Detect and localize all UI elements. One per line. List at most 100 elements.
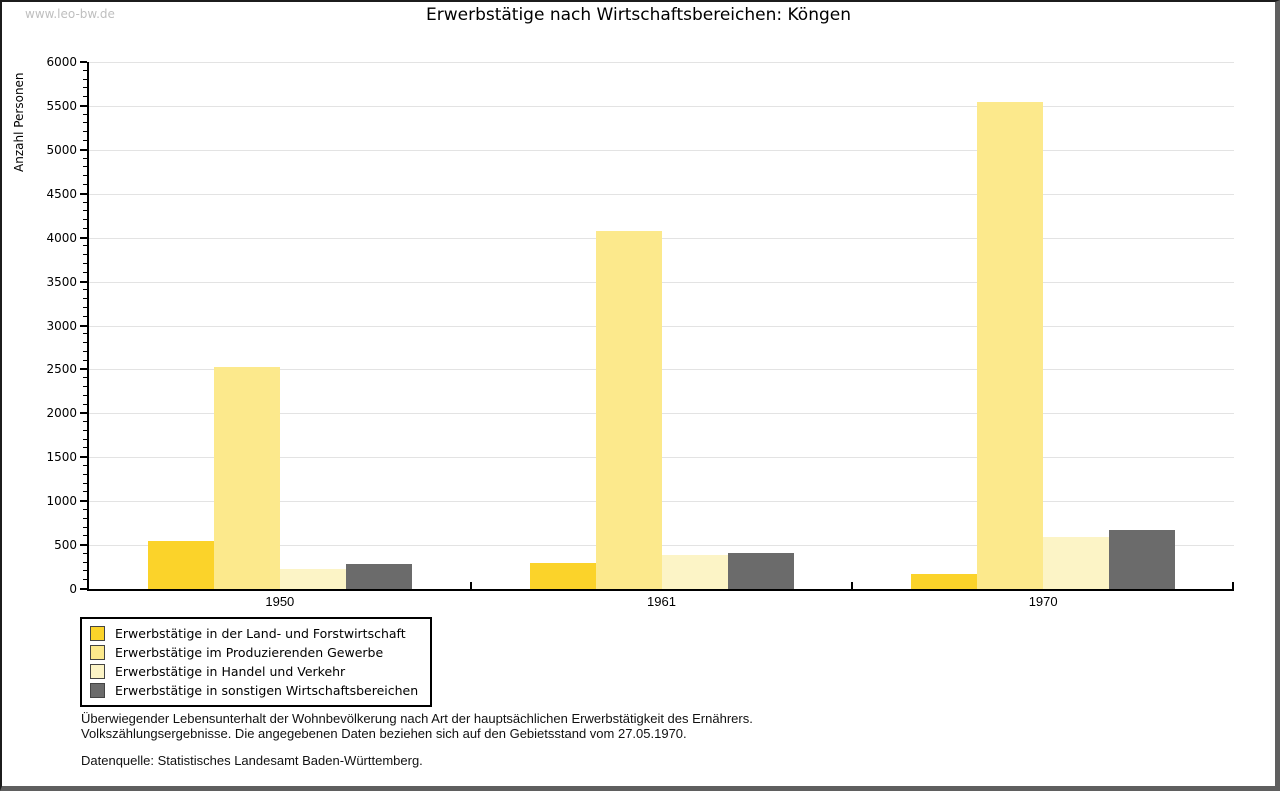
y-axis-minor-tick	[83, 87, 87, 89]
page-title: Erwerbstätige nach Wirtschaftsbereichen:…	[425, 5, 852, 25]
y-axis-minor-tick	[83, 491, 87, 493]
gridline	[89, 62, 1234, 63]
legend-swatch	[90, 664, 105, 679]
y-tick-label: 4000	[46, 230, 77, 245]
y-tick-label: 0	[69, 582, 77, 596]
y-axis-tick	[80, 148, 87, 151]
legend-label: Erwerbstätige im Produzierenden Gewerbe	[115, 645, 384, 660]
gridline	[89, 501, 1234, 503]
bar	[595, 230, 662, 589]
y-axis-minor-tick	[83, 289, 87, 291]
y-axis-minor-tick	[83, 122, 87, 124]
y-axis-tick	[80, 236, 87, 239]
y-axis-tick	[80, 588, 87, 590]
y-tick-label: 2500	[46, 362, 77, 377]
bar	[345, 563, 412, 589]
y-tick-label: 2000	[46, 406, 77, 421]
y-axis-tick	[80, 104, 87, 107]
y-axis-minor-tick	[83, 131, 87, 133]
y-axis-minor-tick	[83, 517, 87, 519]
y-axis-minor-tick	[83, 377, 87, 379]
x-tick-label: 1961	[647, 594, 676, 609]
bar	[661, 554, 728, 589]
watermark: www.leo-bw.de	[25, 7, 115, 21]
y-axis-minor-tick	[83, 465, 87, 467]
legend-label: Erwerbstätige in der Land- und Forstwirt…	[115, 626, 406, 641]
y-axis-tick	[80, 368, 87, 371]
y-axis-tick	[80, 500, 87, 503]
legend-swatch	[90, 645, 105, 660]
bar	[1043, 537, 1110, 589]
y-tick-label: 5000	[46, 142, 77, 157]
x-tick-label: 1970	[1028, 594, 1058, 609]
legend-item: Erwerbstätige im Produzierenden Gewerbe	[90, 643, 418, 662]
y-axis-minor-tick	[83, 429, 87, 431]
y-axis-tick	[80, 61, 87, 63]
y-axis-minor-tick	[83, 254, 87, 256]
y-axis-minor-tick	[83, 263, 87, 265]
y-tick-label: 3500	[46, 274, 77, 289]
y-axis-minor-tick	[83, 210, 87, 212]
y-axis-minor-tick	[83, 447, 87, 449]
gridline	[89, 149, 1234, 151]
gridline	[89, 457, 1234, 459]
y-tick-label: 4500	[46, 186, 77, 201]
y-axis-title: Anzahl Personen	[12, 72, 26, 172]
legend-swatch	[90, 683, 105, 698]
y-tick-label: 6000	[46, 55, 77, 69]
y-axis-minor-tick	[83, 508, 87, 510]
legend-item: Erwerbstätige in Handel und Verkehr	[90, 662, 418, 681]
y-tick-label: 1000	[46, 494, 77, 509]
gridline	[89, 105, 1234, 107]
gridline	[89, 413, 1234, 415]
y-axis-minor-tick	[83, 219, 87, 221]
y-axis-minor-tick	[83, 526, 87, 528]
y-axis-minor-tick	[83, 385, 87, 387]
y-axis-minor-tick	[83, 201, 87, 203]
footnote-line-2: Volkszählungsergebnisse. Die angegebenen…	[81, 725, 687, 741]
y-axis-tick	[80, 456, 87, 459]
y-axis-minor-tick	[83, 157, 87, 159]
y-axis-minor-tick	[83, 140, 87, 142]
y-axis-minor-tick	[83, 78, 87, 80]
y-axis-minor-tick	[83, 245, 87, 247]
legend-item: Erwerbstätige in sonstigen Wirtschaftsbe…	[90, 681, 418, 700]
y-axis-minor-tick	[83, 175, 87, 177]
y-axis-minor-tick	[83, 403, 87, 405]
bar	[911, 574, 978, 589]
legend-label: Erwerbstätige in Handel und Verkehr	[115, 664, 346, 679]
y-axis-minor-tick	[83, 183, 87, 185]
y-axis-minor-tick	[83, 570, 87, 572]
bar	[529, 562, 596, 589]
gridline	[89, 237, 1234, 239]
x-axis-tick	[1232, 582, 1234, 589]
y-axis-minor-tick	[83, 96, 87, 98]
plot-area: 0 500 1000 1500 2000 2500 3000 3500 4000 4500 5000…	[46, 55, 1234, 609]
bar	[213, 366, 280, 589]
data-source: Datenquelle: Statistisches Landesamt Bad…	[81, 753, 423, 768]
y-axis-minor-tick	[83, 579, 87, 581]
y-axis-minor-tick	[83, 561, 87, 563]
y-axis-minor-tick	[83, 166, 87, 168]
legend-swatch	[90, 626, 105, 641]
x-axis-tick	[469, 582, 472, 589]
bar	[147, 540, 214, 589]
legend-label: Erwerbstätige in sonstigen Wirtschaftsbe…	[115, 683, 419, 698]
y-axis-minor-tick	[83, 333, 87, 335]
y-axis-tick	[80, 412, 87, 415]
y-axis-tick	[80, 544, 87, 547]
y-axis-minor-tick	[83, 306, 87, 308]
y-axis-minor-tick	[83, 552, 87, 554]
footnote-line-1: Überwiegender Lebensunterhalt der Wohnbe…	[81, 711, 753, 726]
x-tick-label: 1950	[265, 594, 295, 609]
bar	[1109, 530, 1176, 589]
x-axis-tick	[851, 582, 854, 589]
bar	[279, 568, 346, 589]
y-tick-label: 1500	[46, 450, 77, 465]
y-axis-minor-tick	[83, 271, 87, 273]
gridline	[89, 193, 1234, 195]
y-axis-minor-tick	[83, 359, 87, 361]
y-axis-minor-tick	[83, 482, 87, 484]
y-axis-minor-tick	[83, 342, 87, 344]
y-axis-minor-tick	[83, 227, 87, 229]
